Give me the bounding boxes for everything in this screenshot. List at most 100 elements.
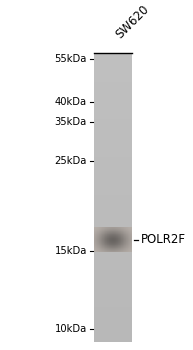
Bar xyxy=(124,249,125,250)
Bar xyxy=(126,241,127,242)
Bar xyxy=(94,213,132,214)
Bar xyxy=(117,237,118,238)
Bar xyxy=(96,242,97,243)
Bar xyxy=(109,251,110,252)
Bar xyxy=(126,235,127,236)
Text: SW620: SW620 xyxy=(113,2,152,41)
Bar xyxy=(111,232,112,233)
Bar xyxy=(95,229,96,230)
Bar xyxy=(94,180,132,182)
Bar xyxy=(94,140,132,141)
Bar xyxy=(111,242,112,243)
Bar xyxy=(111,238,112,239)
Bar xyxy=(94,65,132,66)
Bar xyxy=(119,249,120,250)
Bar xyxy=(113,242,114,243)
Bar xyxy=(100,233,101,234)
Bar xyxy=(96,230,97,231)
Bar xyxy=(107,239,108,240)
Bar xyxy=(96,228,97,229)
Bar xyxy=(94,57,132,59)
Bar xyxy=(116,231,117,232)
Bar xyxy=(126,247,127,248)
Bar xyxy=(104,233,105,234)
Bar xyxy=(105,231,106,232)
Bar xyxy=(94,152,132,153)
Bar xyxy=(104,241,105,242)
Bar xyxy=(97,241,98,242)
Bar xyxy=(123,231,124,232)
Bar xyxy=(122,242,123,243)
Bar xyxy=(112,232,113,233)
Bar xyxy=(131,235,132,236)
Bar xyxy=(97,231,98,232)
Bar xyxy=(130,235,131,236)
Bar xyxy=(94,232,95,233)
Bar xyxy=(97,247,98,248)
Bar xyxy=(124,231,125,232)
Bar xyxy=(108,229,109,230)
Bar xyxy=(100,229,101,230)
Bar xyxy=(94,133,132,134)
Bar xyxy=(102,231,103,232)
Bar xyxy=(117,232,118,233)
Bar xyxy=(109,234,110,235)
Bar xyxy=(124,232,125,233)
Bar xyxy=(94,70,132,71)
Bar xyxy=(99,242,100,243)
Bar xyxy=(106,237,107,238)
Bar xyxy=(121,243,122,244)
Bar xyxy=(111,229,112,230)
Bar xyxy=(128,238,129,239)
Bar xyxy=(99,244,100,245)
Bar xyxy=(99,229,100,230)
Bar xyxy=(110,243,111,244)
Bar xyxy=(94,247,95,248)
Bar xyxy=(128,229,129,230)
Bar xyxy=(94,313,132,314)
Bar xyxy=(116,236,117,237)
Bar xyxy=(103,233,104,234)
Bar xyxy=(104,230,105,231)
Bar xyxy=(94,194,132,195)
Bar xyxy=(115,239,116,240)
Bar xyxy=(113,238,114,239)
Bar xyxy=(94,197,132,198)
Bar xyxy=(94,171,132,172)
Bar xyxy=(97,234,98,235)
Bar xyxy=(97,235,98,236)
Bar xyxy=(99,247,100,248)
Bar xyxy=(104,251,105,252)
Bar xyxy=(104,247,105,248)
Bar xyxy=(130,243,131,244)
Bar xyxy=(119,251,120,252)
Bar xyxy=(131,248,132,249)
Bar xyxy=(94,186,132,187)
Bar xyxy=(123,239,124,240)
Bar xyxy=(94,64,132,65)
Bar xyxy=(110,251,111,252)
Bar xyxy=(112,229,113,230)
Bar xyxy=(99,240,100,241)
Bar xyxy=(106,241,107,242)
Bar xyxy=(118,229,119,230)
Bar xyxy=(129,241,130,242)
Bar xyxy=(94,86,132,88)
Bar xyxy=(109,249,110,250)
Bar xyxy=(106,242,107,243)
Bar xyxy=(114,228,115,229)
Bar xyxy=(96,240,97,241)
Bar xyxy=(95,249,96,250)
Bar xyxy=(102,249,103,250)
Bar xyxy=(101,236,102,237)
Bar xyxy=(130,237,131,238)
Bar xyxy=(94,211,132,212)
Bar xyxy=(124,228,125,229)
Bar xyxy=(112,234,113,235)
Bar xyxy=(129,241,130,242)
Bar xyxy=(119,231,120,232)
Bar xyxy=(125,240,126,241)
Bar xyxy=(117,242,118,243)
Bar xyxy=(124,236,125,237)
Bar xyxy=(117,231,118,232)
